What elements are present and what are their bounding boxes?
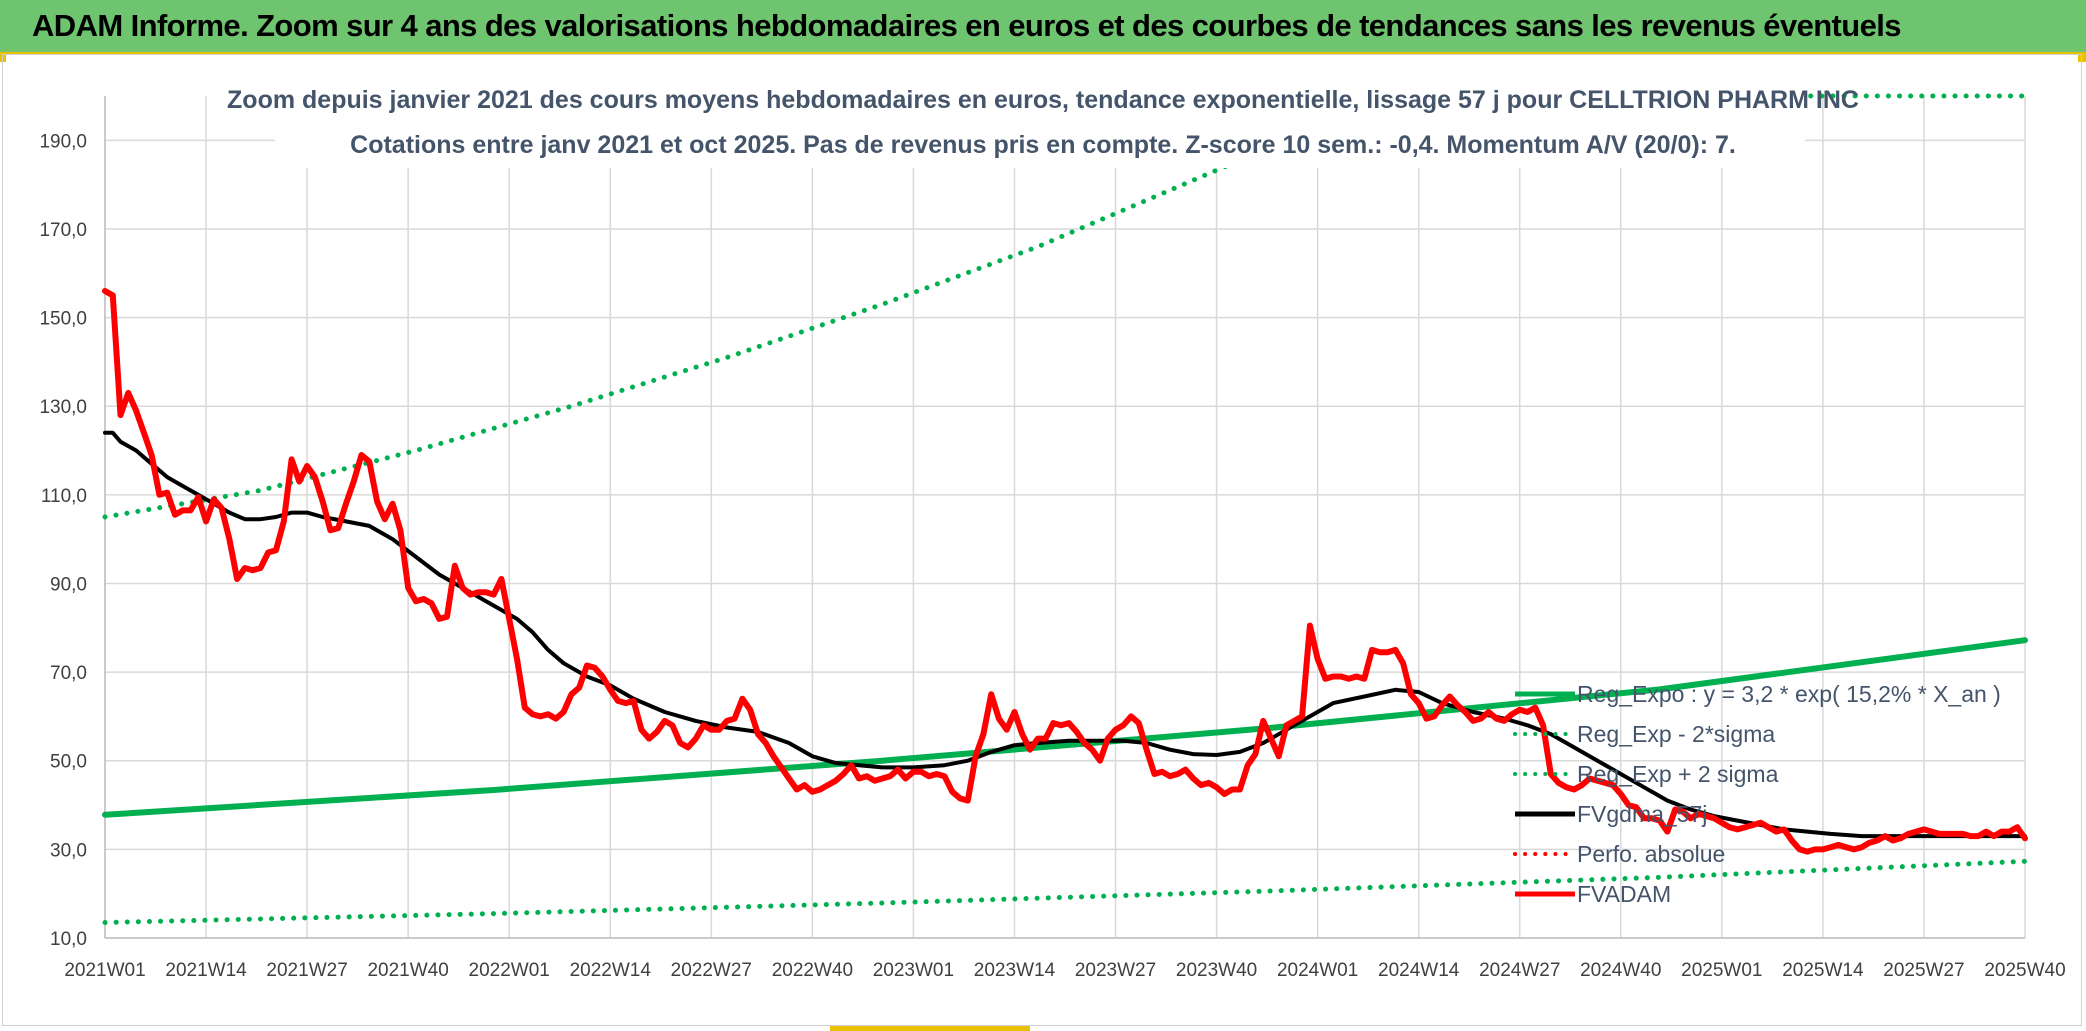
chart-frame [2,54,2082,1026]
bottom-accent [830,1026,1030,1031]
x-tick-label: 2021W01 [64,960,145,981]
y-axis-ticks: 10,0 30,0 50,0 70,0 90,0 110,0 130,0 150,0 170,0… [39,131,87,950]
x-tick-label: 2025W27 [1883,960,1964,981]
legend-label: FVgdma_57j [1577,801,1707,827]
legend-label: Perfo. absolue [1577,841,1725,867]
x-tick-label: 2022W01 [469,960,550,981]
x-tick-label: 2022W40 [772,960,853,981]
x-tick-label: 2021W40 [367,960,448,981]
y-tick-label: 30,0 [50,840,87,861]
plot-area [105,96,2025,938]
x-tick-label: 2024W40 [1580,960,1661,981]
x-tick-label: 2024W01 [1277,960,1358,981]
y-tick-label: 50,0 [50,752,87,773]
x-tick-label: 2025W40 [1984,960,2065,981]
header-banner: ADAM Informe. Zoom sur 4 ans des valoris… [0,0,2086,54]
corner-accent-left [0,54,6,62]
legend-label: FVADAM [1577,881,1671,907]
series-line-reg-expo [102,637,2028,818]
y-tick-label: 70,0 [50,663,87,684]
y-tick-label: 130,0 [39,397,87,418]
legend-label: Reg_Expo : y = 3,2 * exp( 15,2% * X_an ) [1577,681,2001,707]
x-tick-label: 2023W27 [1075,960,1156,981]
x-tick-label: 2023W01 [873,960,954,981]
series-line-fvadam [102,288,2028,855]
y-tick-label: 150,0 [39,309,87,330]
x-tick-label: 2023W14 [974,960,1056,981]
x-tick-label: 2022W14 [570,960,652,981]
x-axis-ticks: 2021W01 2021W14 2021W27 2021W40 2022W01 2022W… [64,960,2065,981]
x-tick-label: 2024W14 [1378,960,1460,981]
x-tick-label: 2024W27 [1479,960,1560,981]
page-title: ADAM Informe. Zoom sur 4 ans des valoris… [32,8,1902,43]
legend-label: Reg_Exp - 2*sigma [1577,721,1775,747]
x-tick-label: 2023W40 [1176,960,1257,981]
chart-subtitle-line2: Cotations entre janv 2021 et oct 2025. P… [350,131,1736,159]
legend-label: Reg_Exp + 2 sigma [1577,761,1779,787]
x-tick-label: 2021W14 [165,960,247,981]
corner-accent-right [2078,54,2086,62]
subtitle-background [275,76,1805,168]
y-tick-label: 110,0 [41,486,87,507]
chart-subtitle-line1: Zoom depuis janvier 2021 des cours moyen… [227,86,1859,114]
chart-grid [104,96,2026,939]
chart-legend: Reg_Expo : y = 3,2 * exp( 15,2% * X_an )… [1513,681,2001,907]
chart-series [102,93,2028,925]
y-tick-label: 170,0 [39,220,87,241]
x-tick-label: 2021W27 [266,960,347,981]
x-tick-label: 2025W14 [1782,960,1864,981]
series-line-fvgdma-57j [103,430,2027,839]
y-tick-label: 90,0 [50,574,87,595]
series-line-reg-exp-2-sigma [102,858,2028,925]
x-tick-label: 2025W01 [1681,960,1762,981]
y-tick-label: 10,0 [50,929,87,950]
x-tick-label: 2022W27 [671,960,752,981]
y-tick-label: 190,0 [39,131,87,152]
